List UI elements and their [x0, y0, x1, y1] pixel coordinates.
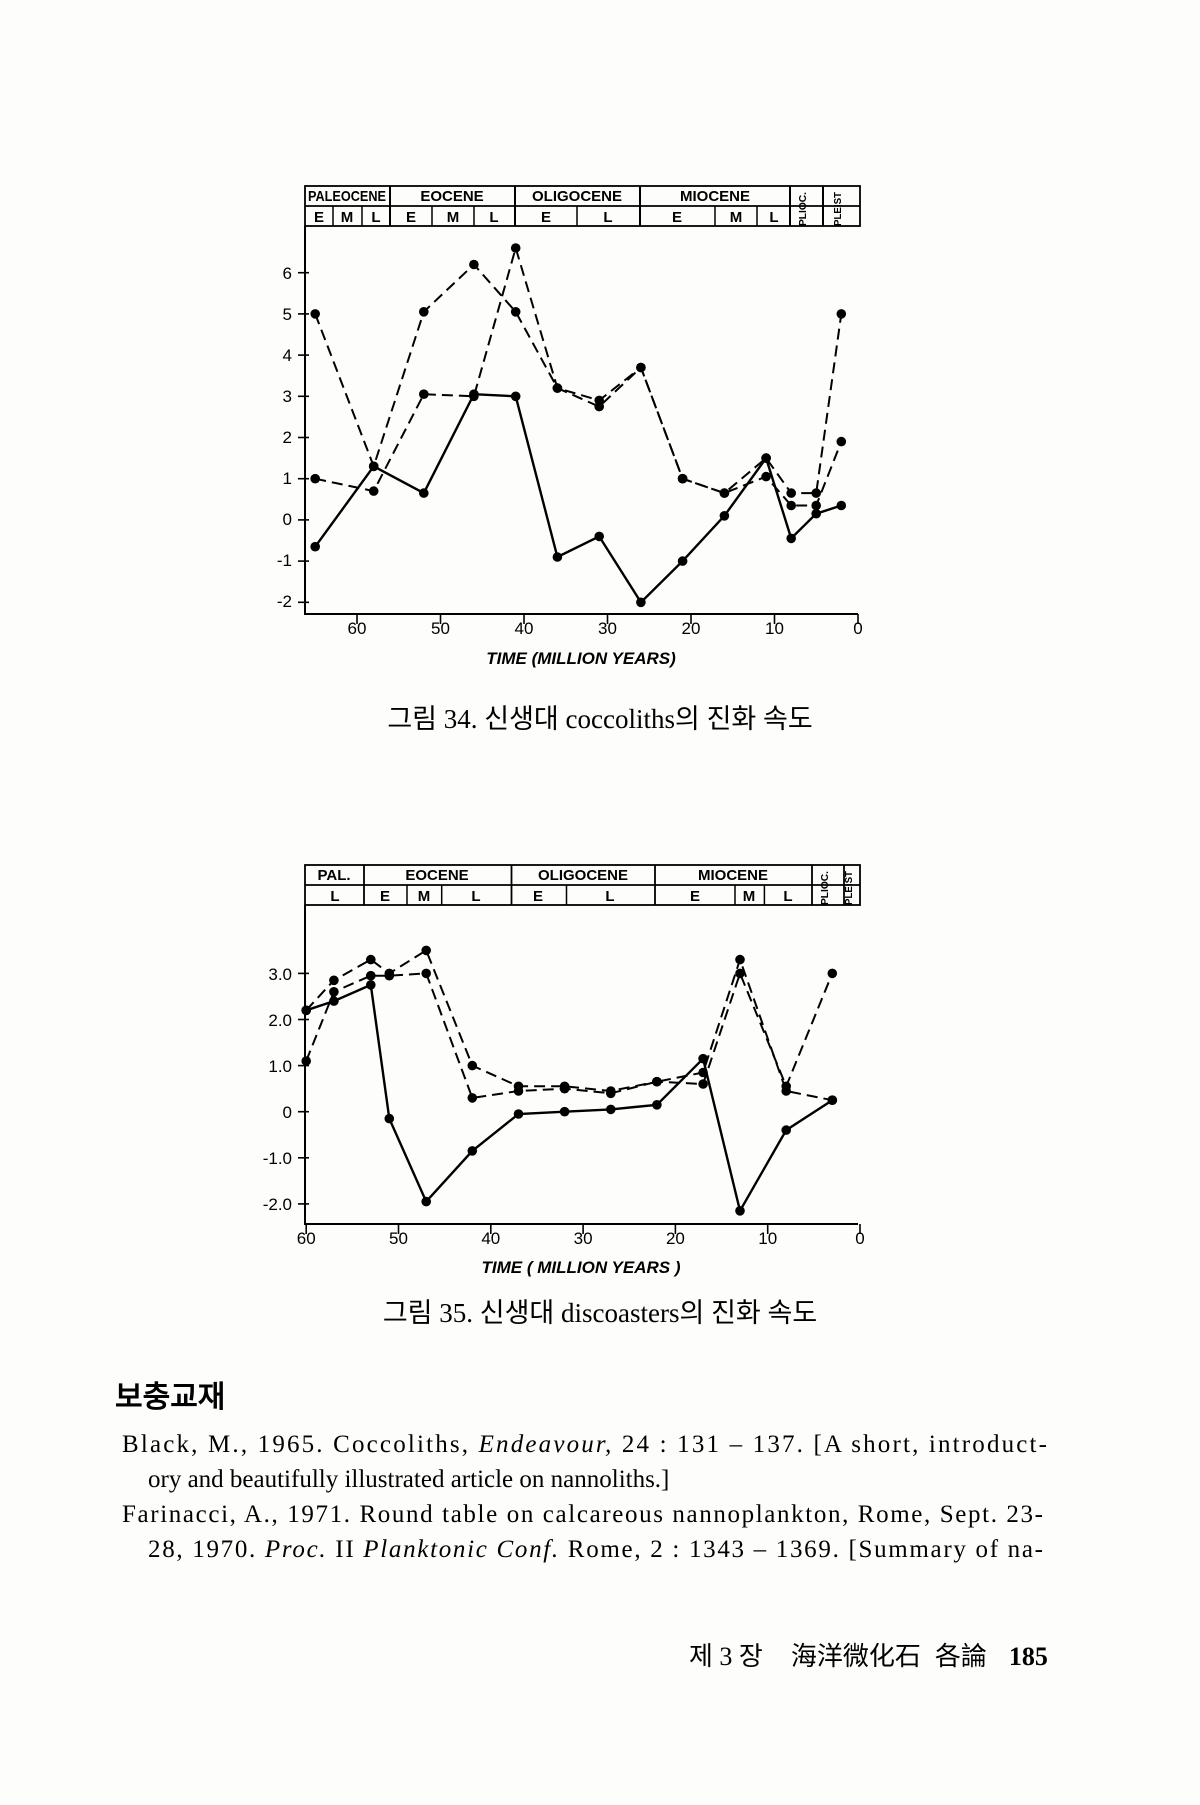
svg-text:PLIOC.: PLIOC.: [819, 871, 831, 905]
svg-text:보충교재: 보충교재: [115, 1381, 225, 1414]
svg-text:-1.0: -1.0: [263, 1149, 292, 1168]
svg-text:E: E: [541, 209, 551, 226]
svg-text:-1: -1: [277, 551, 292, 570]
svg-text:M: M: [418, 888, 431, 905]
svg-text:MIOCENE: MIOCENE: [680, 188, 750, 205]
svg-text:2.0: 2.0: [268, 1011, 292, 1030]
svg-text:그림 35. 신생대 discoasters의 진화 속도: 그림 35. 신생대 discoasters의 진화 속도: [383, 1298, 817, 1328]
svg-text:30: 30: [598, 619, 617, 638]
svg-text:E: E: [380, 888, 390, 905]
svg-text:50: 50: [389, 1229, 408, 1248]
svg-text:60: 60: [297, 1229, 316, 1248]
svg-text:ory and beautifully illustrate: ory and beautifully illustrated article …: [148, 1466, 669, 1493]
svg-text:2: 2: [283, 428, 292, 447]
svg-text:L: L: [330, 888, 339, 905]
svg-text:20: 20: [666, 1229, 685, 1248]
svg-text:1.0: 1.0: [268, 1057, 292, 1076]
svg-text:EOCENE: EOCENE: [420, 188, 483, 205]
svg-text:TIME ( MILLION YEARS ): TIME ( MILLION YEARS ): [482, 1258, 681, 1277]
svg-text:0: 0: [283, 1103, 292, 1122]
svg-text:4: 4: [283, 346, 292, 365]
svg-text:28, 1970. Proc. II Planktoni: 28, 1970. Proc. II Planktonic Conf. Rome…: [148, 1536, 1043, 1563]
svg-text:10: 10: [765, 619, 784, 638]
svg-text:L: L: [489, 209, 498, 226]
svg-text:L: L: [769, 209, 778, 226]
svg-text:PLIOC.: PLIOC.: [797, 192, 809, 226]
svg-text:L: L: [471, 888, 480, 905]
svg-text:3: 3: [283, 387, 292, 406]
svg-text:50: 50: [431, 619, 450, 638]
svg-text:OLIGOCENE: OLIGOCENE: [538, 867, 628, 884]
svg-text:6: 6: [283, 264, 292, 283]
svg-text:20: 20: [682, 619, 701, 638]
svg-text:PLEIST: PLEIST: [843, 870, 855, 905]
svg-text:-2.0: -2.0: [263, 1195, 292, 1214]
svg-text:그림 34. 신생대 coccoliths의 진화 속도: 그림 34. 신생대 coccoliths의 진화 속도: [387, 704, 812, 734]
svg-text:L: L: [603, 209, 612, 226]
svg-text:PLEIST: PLEIST: [832, 191, 844, 226]
svg-text:PALEOCENE: PALEOCENE: [308, 188, 386, 205]
svg-text:30: 30: [574, 1229, 593, 1248]
svg-text:MIOCENE: MIOCENE: [698, 867, 768, 884]
svg-text:TIME (MILLION YEARS): TIME (MILLION YEARS): [486, 649, 676, 668]
svg-text:40: 40: [481, 1229, 500, 1248]
svg-text:EOCENE: EOCENE: [405, 867, 468, 884]
svg-text:60: 60: [348, 619, 367, 638]
svg-text:E: E: [314, 209, 324, 226]
svg-text:M: M: [341, 209, 354, 226]
svg-text:L: L: [371, 209, 380, 226]
svg-text:L: L: [783, 888, 792, 905]
svg-text:E: E: [690, 888, 700, 905]
svg-text:E: E: [672, 209, 682, 226]
svg-text:M: M: [447, 209, 460, 226]
svg-text:M: M: [743, 888, 756, 905]
svg-text:Farinacci, A., 1971. Round ta: Farinacci, A., 1971. Round table on calc…: [122, 1501, 1043, 1528]
svg-text:L: L: [605, 888, 614, 905]
svg-text:Black, M., 1965. Coccoliths, E: Black, M., 1965. Coccoliths, Endeavour, …: [122, 1431, 1047, 1458]
svg-text:OLIGOCENE: OLIGOCENE: [532, 188, 622, 205]
svg-text:E: E: [406, 209, 416, 226]
svg-text:5: 5: [283, 305, 292, 324]
svg-text:0: 0: [283, 510, 292, 529]
svg-text:3.0: 3.0: [268, 965, 292, 984]
svg-text:40: 40: [515, 619, 534, 638]
svg-text:0: 0: [853, 619, 862, 638]
svg-text:10: 10: [758, 1229, 777, 1248]
svg-text:-2: -2: [277, 592, 292, 611]
svg-text:E: E: [533, 888, 543, 905]
svg-text:PAL.: PAL.: [317, 867, 350, 884]
svg-text:0: 0: [855, 1229, 864, 1248]
svg-text:1: 1: [283, 469, 292, 488]
svg-text:M: M: [730, 209, 743, 226]
